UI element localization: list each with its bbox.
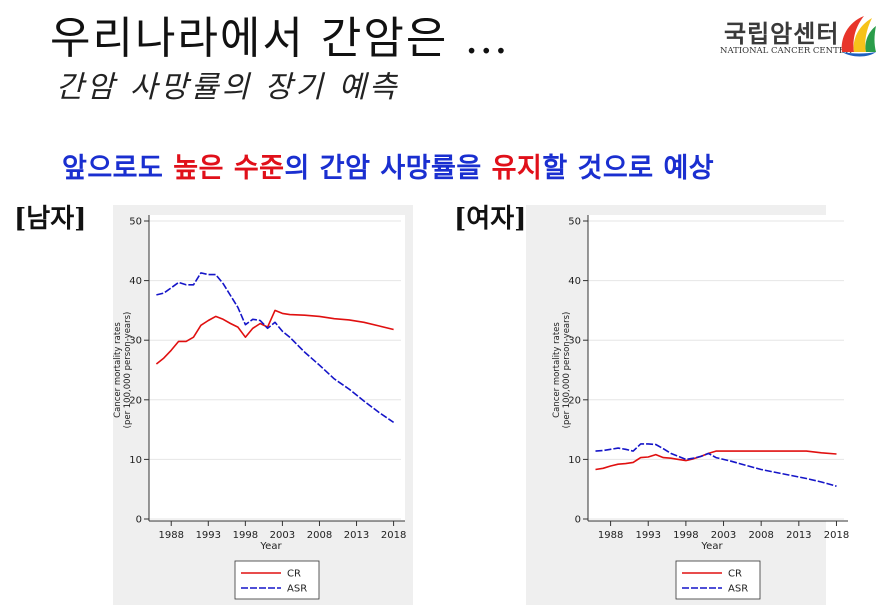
female-y-axis-title: Cancer mortality rates: [552, 322, 562, 418]
female-y-tick-label: 40: [568, 276, 581, 287]
female-x-tick-label: 2018: [824, 530, 849, 541]
female-y-axis-subtitle: (per 100,000 person-years): [562, 312, 572, 429]
female-legend-label-cr: CR: [728, 569, 742, 580]
logo-name-en: NATIONAL CANCER CENTER: [720, 46, 852, 56]
female-x-tick-label: 2003: [711, 530, 736, 541]
male-y-tick-label: 10: [129, 455, 142, 466]
headline-part-1: 앞으로도: [62, 153, 174, 184]
headline-highlight-level: 높은 수준: [173, 153, 285, 184]
female-y-tick-label: 30: [568, 336, 581, 347]
logo: 국립암센터 NATIONAL CANCER CENTER: [718, 12, 878, 62]
female-x-axis-title: Year: [700, 541, 723, 552]
logo-swirl-icon: [841, 16, 876, 57]
male-y-axis-title: Cancer mortality rates: [113, 322, 123, 418]
female-series-asr: [595, 443, 837, 487]
male-x-axis-title: Year: [259, 541, 282, 552]
female-x-tick-label: 2013: [786, 530, 811, 541]
page-subtitle: 간암 사망률의 장기 예측: [56, 70, 400, 105]
chart-male: 0 10 20 30 40 50 1988 1993 1998 2003 2008 2013 2018 Y…: [113, 205, 413, 605]
chart-female: 0 10 20 30 40 50 1988 1993 1998 2003 2008 2013 2018 Y…: [526, 205, 849, 605]
male-x-tick-label: 1988: [159, 530, 184, 541]
chart-female-svg: 0 10 20 30 40 50 1988 1993 1998 2003 2008 2013 2018 Y…: [552, 215, 849, 600]
male-y-tick-label: 20: [129, 395, 142, 406]
page-title: 우리나라에서 간암은 …: [50, 13, 511, 64]
female-legend-label-asr: ASR: [728, 584, 748, 595]
logo-name-ko: 국립암센터: [724, 20, 840, 48]
female-x-tick-label: 2008: [748, 530, 773, 541]
male-x-tick-label: 2013: [344, 530, 369, 541]
panel-label-male: [남자]: [14, 204, 87, 234]
headline-highlight-maintain: 유지: [491, 153, 543, 184]
male-y-tick-label: 0: [136, 515, 142, 526]
male-plot-area: [149, 215, 405, 521]
male-series-asr: [156, 272, 395, 424]
male-legend-label-asr: ASR: [287, 584, 307, 595]
headline: 앞으로도 높은 수준의 간암 사망률을 유지할 것으로 예상: [62, 146, 714, 185]
male-x-tick-label: 1998: [233, 530, 258, 541]
chart-male-svg: 0 10 20 30 40 50 1988 1993 1998 2003 2008 2013 2018 Y…: [113, 215, 406, 600]
male-y-tick-label: 30: [129, 336, 142, 347]
female-y-tick-label: 50: [568, 217, 581, 228]
female-series-cr: [595, 450, 837, 471]
male-x-tick-label: 2003: [270, 530, 295, 541]
male-y-axis-subtitle: (per 100,000 person-years): [123, 312, 133, 429]
female-legend: [675, 560, 761, 600]
female-y-tick-label: 10: [568, 455, 581, 466]
female-y-tick-label: 20: [568, 395, 581, 406]
female-x-tick-label: 1988: [598, 530, 623, 541]
male-x-tick-label: 2008: [307, 530, 332, 541]
male-legend: [234, 560, 320, 600]
headline-part-5: 할 것으로 예상: [542, 153, 715, 184]
male-legend-label-cr: CR: [287, 569, 301, 580]
female-plot-area: [588, 215, 848, 521]
female-x-tick-label: 1993: [636, 530, 661, 541]
headline-part-3: 의 간암 사망률을: [284, 153, 492, 184]
male-series-cr: [155, 309, 394, 365]
panel-label-female: [여자]: [454, 204, 527, 234]
female-x-tick-label: 1998: [673, 530, 698, 541]
male-y-tick-label: 40: [129, 276, 142, 287]
male-y-tick-label: 50: [129, 217, 142, 228]
male-x-tick-label: 1993: [196, 530, 221, 541]
female-y-tick-label: 0: [575, 515, 581, 526]
male-x-tick-label: 2018: [381, 530, 406, 541]
